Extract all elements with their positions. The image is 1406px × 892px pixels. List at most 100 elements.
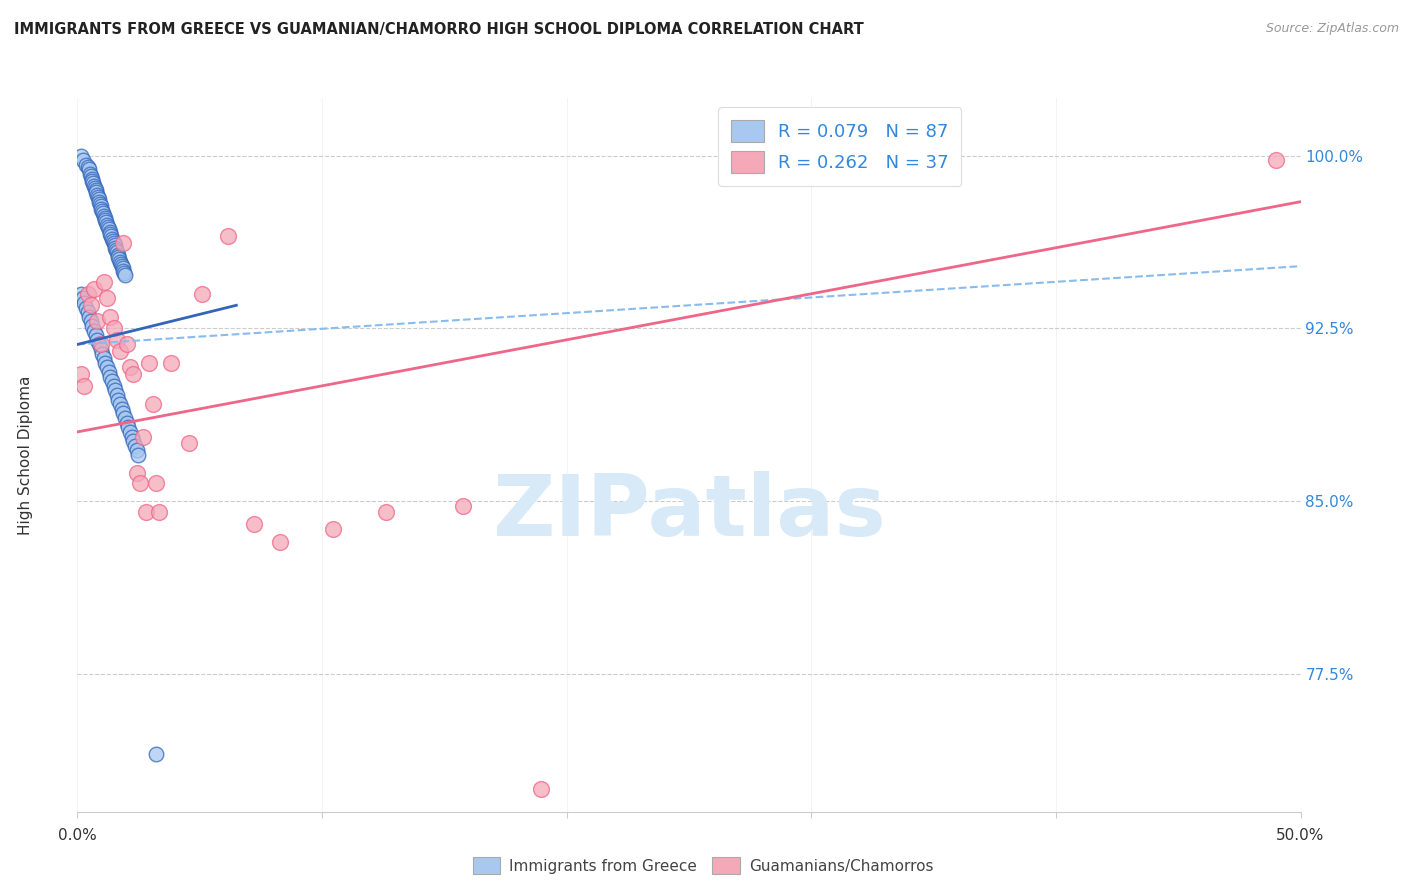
Point bbox=[530, 781, 553, 796]
Point bbox=[122, 434, 145, 449]
Point bbox=[103, 238, 125, 252]
Point bbox=[128, 448, 150, 462]
Point bbox=[217, 229, 239, 244]
Point bbox=[103, 321, 125, 335]
Point bbox=[105, 245, 128, 260]
Point bbox=[84, 183, 107, 197]
Point bbox=[89, 194, 111, 209]
Point bbox=[70, 149, 93, 163]
Point bbox=[115, 337, 138, 351]
Point bbox=[82, 176, 104, 190]
Point bbox=[104, 243, 127, 257]
Point bbox=[118, 425, 141, 439]
Point bbox=[101, 231, 124, 245]
Point bbox=[96, 218, 118, 232]
Point bbox=[94, 356, 117, 370]
Point bbox=[1265, 153, 1288, 168]
Point bbox=[135, 506, 157, 520]
Point bbox=[87, 193, 110, 207]
Point bbox=[91, 206, 114, 220]
Point bbox=[104, 241, 127, 255]
Text: ZIPatlas: ZIPatlas bbox=[492, 470, 886, 554]
Text: High School Diploma: High School Diploma bbox=[18, 376, 34, 534]
Point bbox=[73, 296, 96, 310]
Point bbox=[453, 499, 475, 513]
Point bbox=[93, 209, 115, 223]
Point bbox=[111, 401, 134, 416]
Point bbox=[148, 506, 170, 520]
Point bbox=[84, 181, 107, 195]
Point bbox=[138, 356, 160, 370]
Legend: R = 0.079   N = 87, R = 0.262   N = 37: R = 0.079 N = 87, R = 0.262 N = 37 bbox=[718, 107, 962, 186]
Point bbox=[375, 506, 398, 520]
Text: 0.0%: 0.0% bbox=[58, 828, 97, 843]
Point bbox=[142, 397, 165, 411]
Point bbox=[108, 344, 131, 359]
Point bbox=[98, 227, 121, 241]
Point bbox=[112, 264, 135, 278]
Point bbox=[112, 266, 135, 280]
Point bbox=[105, 333, 128, 347]
Point bbox=[89, 197, 111, 211]
Point bbox=[98, 310, 121, 324]
Point bbox=[322, 522, 344, 536]
Point bbox=[97, 222, 120, 236]
Point bbox=[91, 203, 114, 218]
Point bbox=[76, 286, 98, 301]
Point bbox=[108, 254, 131, 268]
Point bbox=[117, 420, 139, 434]
Point bbox=[86, 333, 108, 347]
Point bbox=[100, 229, 122, 244]
Point bbox=[79, 167, 101, 181]
Point bbox=[80, 314, 103, 328]
Point bbox=[114, 411, 136, 425]
Point bbox=[125, 443, 148, 458]
Point bbox=[128, 475, 150, 490]
Point bbox=[90, 199, 112, 213]
Point bbox=[87, 337, 110, 351]
Point bbox=[86, 186, 108, 200]
Point bbox=[96, 215, 118, 229]
Point bbox=[93, 351, 115, 366]
Point bbox=[101, 374, 124, 388]
Point bbox=[112, 236, 135, 251]
Point bbox=[97, 365, 120, 379]
Point bbox=[90, 342, 112, 356]
Point bbox=[118, 360, 141, 375]
Point bbox=[98, 369, 121, 384]
Point bbox=[77, 162, 100, 177]
Point bbox=[83, 324, 105, 338]
Point bbox=[87, 190, 110, 204]
Point bbox=[82, 174, 104, 188]
Point bbox=[112, 407, 135, 421]
Point bbox=[80, 171, 103, 186]
Text: Source: ZipAtlas.com: Source: ZipAtlas.com bbox=[1265, 22, 1399, 36]
Point bbox=[83, 282, 105, 296]
Point bbox=[93, 211, 115, 225]
Point bbox=[75, 301, 97, 315]
Point bbox=[108, 252, 131, 267]
Point bbox=[125, 467, 148, 481]
Point bbox=[177, 436, 200, 450]
Point bbox=[107, 247, 129, 261]
Point bbox=[77, 310, 100, 324]
Text: IMMIGRANTS FROM GREECE VS GUAMANIAN/CHAMORRO HIGH SCHOOL DIPLOMA CORRELATION CHA: IMMIGRANTS FROM GREECE VS GUAMANIAN/CHAM… bbox=[14, 22, 863, 37]
Point bbox=[107, 250, 129, 264]
Point bbox=[121, 429, 143, 443]
Point bbox=[86, 314, 108, 328]
Point bbox=[72, 153, 94, 168]
Point bbox=[91, 346, 114, 360]
Point bbox=[96, 292, 118, 306]
Point bbox=[73, 379, 96, 393]
Point bbox=[110, 257, 132, 271]
Point bbox=[101, 234, 124, 248]
Point bbox=[145, 747, 167, 761]
Point bbox=[159, 356, 181, 370]
Legend: Immigrants from Greece, Guamanians/Chamorros: Immigrants from Greece, Guamanians/Chamo… bbox=[467, 851, 939, 880]
Point bbox=[86, 187, 108, 202]
Point bbox=[93, 275, 115, 289]
Point bbox=[84, 328, 107, 343]
Point bbox=[70, 286, 93, 301]
Point bbox=[80, 298, 103, 312]
Point bbox=[114, 268, 136, 283]
